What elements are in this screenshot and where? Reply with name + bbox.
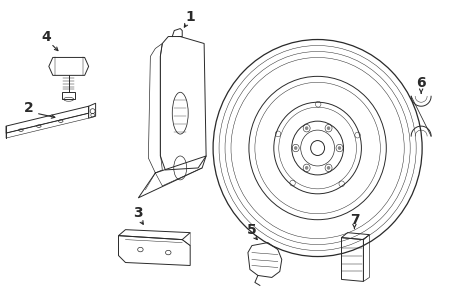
Ellipse shape [338, 146, 341, 150]
Text: 1: 1 [185, 10, 195, 24]
Ellipse shape [305, 166, 309, 170]
Text: 3: 3 [134, 206, 143, 220]
Ellipse shape [327, 126, 330, 130]
Text: 6: 6 [416, 76, 426, 90]
Ellipse shape [294, 146, 298, 150]
Ellipse shape [327, 166, 330, 170]
Text: 7: 7 [350, 213, 359, 227]
Text: 5: 5 [247, 223, 257, 237]
Text: 4: 4 [41, 30, 51, 43]
Text: 2: 2 [24, 101, 34, 115]
Ellipse shape [305, 126, 309, 130]
